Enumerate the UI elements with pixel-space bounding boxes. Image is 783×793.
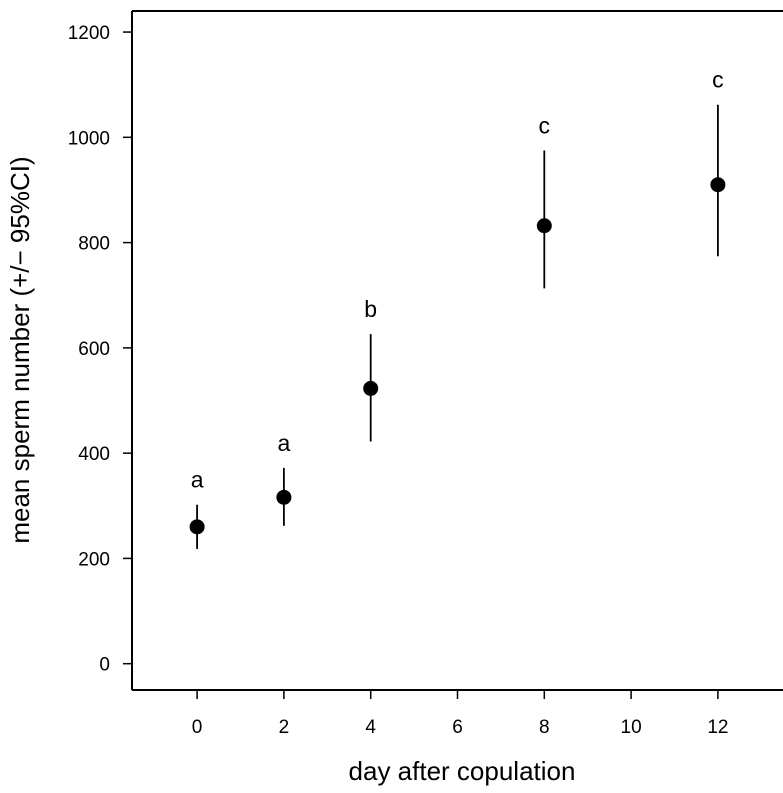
x-axis: 0 2 4 6 8 10 12 xyxy=(192,690,728,738)
data-points xyxy=(189,177,726,535)
y-axis: 0 200 400 600 800 1000 1200 xyxy=(68,23,132,676)
y-tick-label: 1200 xyxy=(68,23,110,44)
x-tick-label: 10 xyxy=(621,717,642,738)
error-bars xyxy=(196,104,719,549)
x-tick-label: 4 xyxy=(365,717,376,738)
y-tick-label: 600 xyxy=(78,339,110,360)
data-point xyxy=(536,218,552,234)
y-tick-label: 200 xyxy=(78,549,110,570)
significance-letter: c xyxy=(539,112,551,138)
plot-frame xyxy=(131,10,783,691)
x-tick-label: 12 xyxy=(707,717,728,738)
significance-letter: a xyxy=(191,467,204,493)
data-point xyxy=(710,177,726,193)
y-axis-title: mean sperm number (+/− 95%CI) xyxy=(5,156,35,543)
significance-letter: b xyxy=(364,296,377,322)
y-tick-label: 0 xyxy=(99,655,110,676)
x-axis-title: day after copulation xyxy=(349,756,576,786)
x-tick-label: 0 xyxy=(192,717,203,738)
x-tick-label: 2 xyxy=(279,717,290,738)
x-tick-label: 6 xyxy=(452,717,463,738)
data-point xyxy=(189,519,205,535)
data-point xyxy=(363,380,379,396)
y-tick-label: 800 xyxy=(78,234,110,255)
y-tick-label: 1000 xyxy=(68,128,110,149)
significance-letter: a xyxy=(278,430,291,456)
x-tick-label: 8 xyxy=(539,717,550,738)
significance-letter: c xyxy=(712,67,724,93)
significance-letters: a a b c c xyxy=(191,67,724,493)
data-point xyxy=(276,489,292,505)
y-tick-label: 400 xyxy=(78,444,110,465)
